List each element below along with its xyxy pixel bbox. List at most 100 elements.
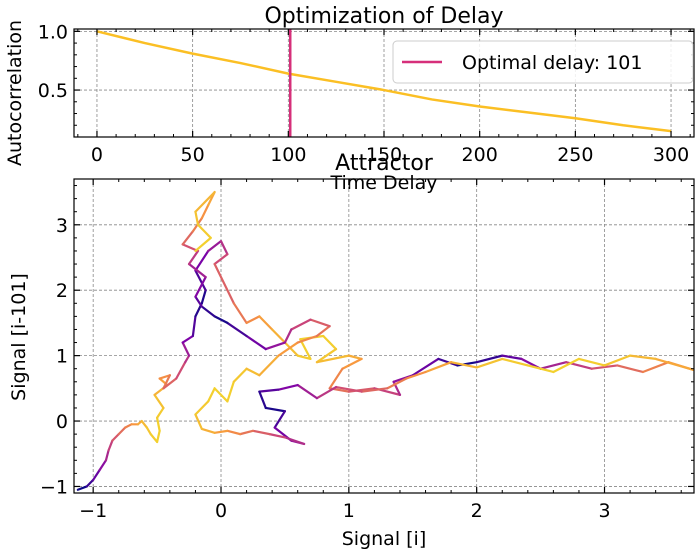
attractor-segment <box>213 262 235 305</box>
attractor-segment <box>501 357 529 367</box>
attractor-segment <box>85 478 95 488</box>
attractor-segment <box>296 334 318 344</box>
attractor-segment <box>239 429 255 436</box>
attractor-segment <box>315 385 338 400</box>
attractor-ticks: −1 0 1 2 3 −1 0 1 2 3 <box>40 179 694 522</box>
attractor-segment <box>155 416 161 432</box>
attractor-segment <box>322 334 338 351</box>
attractor-segment <box>76 485 88 491</box>
attractor-segment <box>245 334 267 351</box>
attractor-segment <box>153 393 165 410</box>
attractor-segment <box>437 357 459 367</box>
attractor-segment <box>616 364 644 374</box>
attractor-segment <box>98 459 108 472</box>
attractor-segment <box>194 269 207 292</box>
attractor-segment <box>577 357 606 367</box>
attractor-ylabel: Signal [i-101] <box>8 273 30 401</box>
attractor-segment <box>283 436 306 446</box>
attractor-segment <box>200 289 207 305</box>
attractor-panel: −1 0 1 2 3 −1 0 1 2 3 Attractor Signal [i-101] Si… <box>8 151 695 550</box>
attractor-segment <box>124 423 133 429</box>
attractor-segment <box>277 383 299 391</box>
attractor-segment <box>226 429 242 436</box>
attractor-segment <box>405 370 427 380</box>
top-xtick-label: 300 <box>653 144 689 166</box>
attractor-segment <box>251 429 271 436</box>
bot-ytick-label: 2 <box>56 280 68 302</box>
attractor-segment <box>411 357 440 377</box>
bot-xtick-label: −1 <box>79 500 107 522</box>
attractor-segment <box>207 387 216 403</box>
attractor-segment <box>200 204 210 220</box>
attractor-segment <box>104 449 110 462</box>
attractor-segment <box>207 240 223 253</box>
attractor-segment <box>92 469 101 482</box>
autocorrelation-ticks: 0 50 100 150 200 250 300 0.5 1.0 <box>38 21 694 166</box>
attractor-segment <box>158 374 171 380</box>
attractor-segment <box>184 354 191 364</box>
autocorrelation-series <box>96 29 672 137</box>
top-ytick-label: 1.0 <box>38 21 68 43</box>
attractor-segment <box>194 210 200 226</box>
attractor-segment <box>194 413 203 430</box>
attractor-axes-frame <box>73 178 695 494</box>
attractor-segment <box>296 354 312 360</box>
attractor-segment <box>258 354 280 377</box>
autocorrelation-ylabel: Autocorrelation <box>4 20 26 166</box>
attractor-segment <box>194 295 203 308</box>
attractor-segment <box>155 429 161 444</box>
attractor-segment <box>299 338 312 360</box>
autocorrelation-axes-frame <box>73 28 695 138</box>
attractor-segment <box>107 439 114 452</box>
attractor-segment <box>590 364 619 370</box>
top-xtick-label: 100 <box>270 144 306 166</box>
attractor-segment <box>654 357 694 372</box>
attractor-segment <box>226 321 248 338</box>
attractor-segment <box>149 433 159 444</box>
attractor-segment <box>271 328 287 344</box>
attractor-segment <box>245 315 261 325</box>
attractor-segment <box>315 354 350 364</box>
attractor-segment <box>552 357 581 374</box>
attractor-segment <box>194 190 216 213</box>
attractor-segment <box>341 357 363 370</box>
attractor-segment <box>181 341 191 357</box>
attractor-segment <box>111 433 120 442</box>
attractor-segment <box>283 341 299 357</box>
top-xtick-label: 50 <box>181 144 205 166</box>
attractor-segment <box>155 406 165 419</box>
bot-xtick-label: 2 <box>471 500 483 522</box>
legend-box <box>392 40 694 84</box>
bot-xtick-label: 3 <box>598 500 610 522</box>
attractor-segment <box>194 249 210 272</box>
attractor-segment <box>277 341 299 357</box>
attractor-segment <box>181 230 194 246</box>
attractor-segment <box>213 387 229 403</box>
bot-xtick-label: 1 <box>343 500 355 522</box>
attractor-segment <box>450 361 478 369</box>
attractor-segment <box>213 253 229 266</box>
top-xtick-label: 0 <box>91 144 103 166</box>
autocorrelation-panel: Optimization of Delay 0 50 100 150 200 250 300… <box>4 4 695 194</box>
attractor-segment <box>641 361 670 374</box>
attractor-segment <box>273 410 287 429</box>
attractor-segment <box>213 429 229 434</box>
attractor-segment <box>526 364 555 374</box>
attractor-segment <box>194 276 207 298</box>
attractor-segment <box>226 380 235 403</box>
attractor-segment <box>296 383 318 400</box>
attractor-xlabel: Signal [i] <box>342 528 427 550</box>
attractor-segment <box>181 334 194 344</box>
legend-entry: Optimal delay: 101 <box>462 52 642 74</box>
attractor-segment <box>219 240 229 256</box>
bot-ytick-label: 1 <box>56 346 68 368</box>
attractor-segment <box>187 262 207 279</box>
attractor-segment <box>258 388 280 393</box>
attractor-segment <box>232 302 248 325</box>
attractor-segment <box>145 426 152 436</box>
bot-ytick-label: −1 <box>40 476 68 498</box>
bot-xtick-label: 0 <box>215 500 227 522</box>
top-xtick-label: 250 <box>557 144 593 166</box>
attractor-segment <box>196 223 212 239</box>
top-ytick-label: 0.5 <box>38 80 68 102</box>
